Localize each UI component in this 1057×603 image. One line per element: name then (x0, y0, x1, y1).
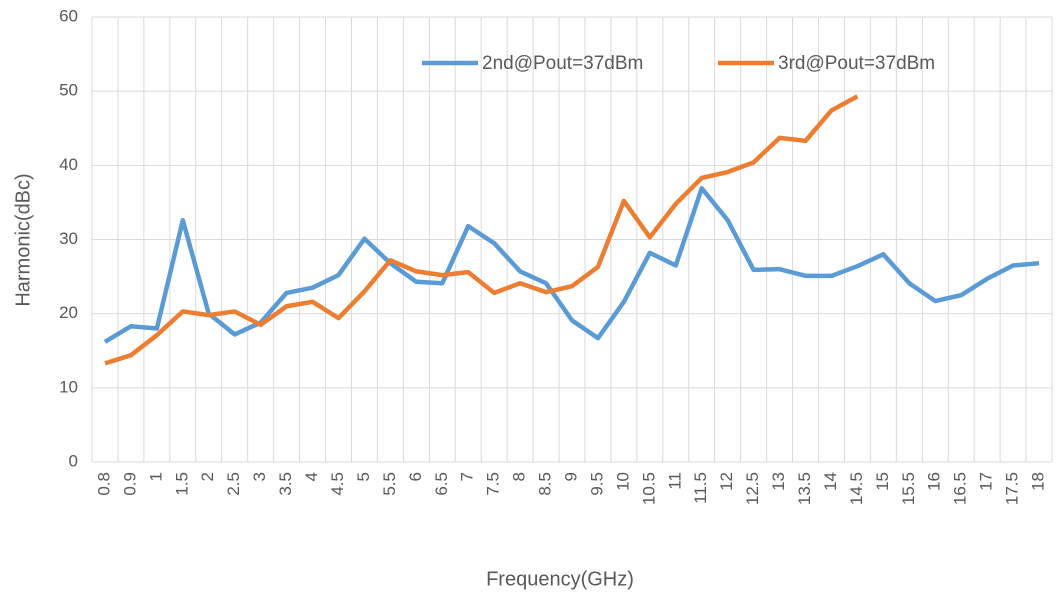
x-tick-label: 1 (146, 472, 165, 481)
y-axis-title: Harmonic(dBc) (12, 173, 34, 306)
x-tick-label: 6.5 (432, 472, 451, 496)
x-tick-label: 0.9 (120, 472, 139, 496)
x-tick-label: 15.5 (899, 472, 918, 505)
x-tick-label: 8.5 (536, 472, 555, 496)
x-tick-label: 4.5 (328, 472, 347, 496)
x-tick-label: 14.5 (847, 472, 866, 505)
x-tick-label: 13 (769, 472, 788, 491)
x-tick-label: 17 (977, 472, 996, 491)
x-tick-label: 13.5 (795, 472, 814, 505)
x-tick-label: 5.5 (380, 472, 399, 496)
y-tick-label: 50 (59, 81, 78, 100)
x-tick-label: 18 (1029, 472, 1048, 491)
x-tick-label: 1.5 (172, 472, 191, 496)
x-tick-label: 15 (873, 472, 892, 491)
y-tick-label: 0 (69, 451, 78, 470)
x-tick-label: 3.5 (276, 472, 295, 496)
x-tick-label: 2 (198, 472, 217, 481)
series-line (104, 94, 859, 366)
x-tick-label: 10 (613, 472, 632, 491)
x-tick-label: 6 (406, 472, 425, 481)
x-tick-label: 12.5 (743, 472, 762, 505)
x-tick-label: 7.5 (484, 472, 503, 496)
x-tick-label: 9 (561, 472, 580, 481)
x-tick-label: 16.5 (951, 472, 970, 505)
x-tick-label: 10.5 (639, 472, 658, 505)
x-tick-label: 0.8 (94, 472, 113, 496)
x-tick-label: 2.5 (224, 472, 243, 496)
y-tick-label: 20 (59, 303, 78, 322)
x-tick-label: 4 (302, 472, 321, 481)
x-tick-label: 14 (821, 472, 840, 491)
y-tick-label: 40 (59, 155, 78, 174)
y-tick-label: 30 (59, 229, 78, 248)
x-tick-label: 8 (510, 472, 529, 481)
x-tick-label: 16 (925, 472, 944, 491)
x-tick-label: 11 (665, 472, 684, 490)
y-tick-label: 60 (59, 6, 78, 25)
legend-label: 2nd@Pout=37dBm (482, 53, 643, 74)
x-tick-label: 3 (250, 472, 269, 481)
y-tick-label: 10 (59, 377, 78, 396)
legend-label: 3rd@Pout=37dBm (778, 53, 935, 74)
x-tick-label: 12 (717, 472, 736, 491)
x-tick-label: 11.5 (691, 472, 710, 504)
x-axis-title: Frequency(GHz) (486, 568, 634, 590)
x-tick-label: 5 (354, 472, 373, 481)
x-tick-label: 7 (458, 472, 477, 481)
x-tick-label: 17.5 (1003, 472, 1022, 505)
x-tick-label: 9.5 (587, 472, 606, 496)
